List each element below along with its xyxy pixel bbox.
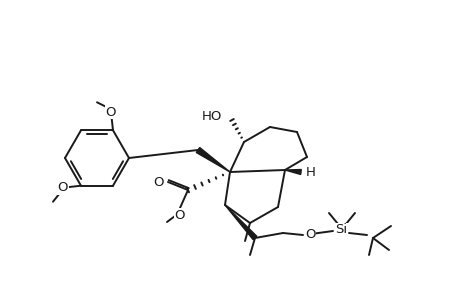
Text: HO: HO [201,110,222,124]
Text: O: O [58,181,68,194]
Polygon shape [285,169,301,175]
Polygon shape [224,205,256,240]
Text: O: O [304,229,315,242]
Text: O: O [106,106,116,119]
Text: Si: Si [334,224,346,236]
Text: O: O [174,209,185,222]
Polygon shape [196,148,230,172]
Text: H: H [305,166,315,178]
Text: O: O [153,176,164,190]
